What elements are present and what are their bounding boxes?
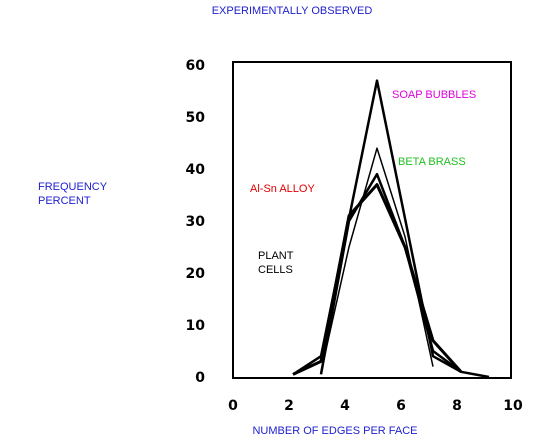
legend-plant-cells-line: CELLS bbox=[258, 264, 293, 276]
series-line-soap-bubbles bbox=[292, 79, 462, 376]
legend-al-sn-alloy: Al-Sn ALLOY bbox=[250, 183, 315, 195]
series-line-plant-cells bbox=[319, 172, 490, 379]
legend-plant-cells-line: PLANT bbox=[258, 250, 294, 262]
y-tick-label: 10 bbox=[186, 318, 206, 334]
x-axis-label: NUMBER OF EDGES PER FACE bbox=[252, 425, 417, 437]
series-line-al-sn-alloy bbox=[292, 183, 463, 376]
series-lines bbox=[292, 79, 490, 379]
legend-beta-brass: BETA BRASS bbox=[398, 156, 466, 168]
chart-title: EXPERIMENTALLY OBSERVED bbox=[212, 5, 373, 17]
y-axis-label-line1: FREQUENCY bbox=[38, 181, 108, 193]
x-tick-labels: 0 2 4 6 8 10 bbox=[228, 398, 523, 414]
y-tick-label: 30 bbox=[186, 214, 206, 230]
y-tick-label: 40 bbox=[186, 162, 206, 178]
plot-frame bbox=[232, 61, 512, 379]
y-tick-label: 60 bbox=[186, 58, 206, 74]
x-tick-label: 0 bbox=[228, 398, 238, 414]
y-tick-label: 0 bbox=[195, 370, 205, 386]
y-axis-label-line2: PERCENT bbox=[38, 195, 91, 207]
x-tick-label: 2 bbox=[284, 398, 294, 414]
y-tick-label: 50 bbox=[186, 110, 206, 126]
legend-plant-cells: PLANT CELLS bbox=[258, 250, 294, 276]
x-tick-label: 6 bbox=[396, 398, 406, 414]
legend-soap-bubbles: SOAP BUBBLES bbox=[392, 89, 476, 101]
y-tick-label: 20 bbox=[186, 266, 206, 282]
x-tick-label: 8 bbox=[452, 398, 462, 414]
x-tick-label: 10 bbox=[503, 398, 523, 414]
x-tick-label: 4 bbox=[340, 398, 350, 414]
series-line-beta-brass bbox=[320, 147, 434, 372]
y-tick-labels: 0 10 20 30 40 50 60 bbox=[186, 58, 206, 386]
